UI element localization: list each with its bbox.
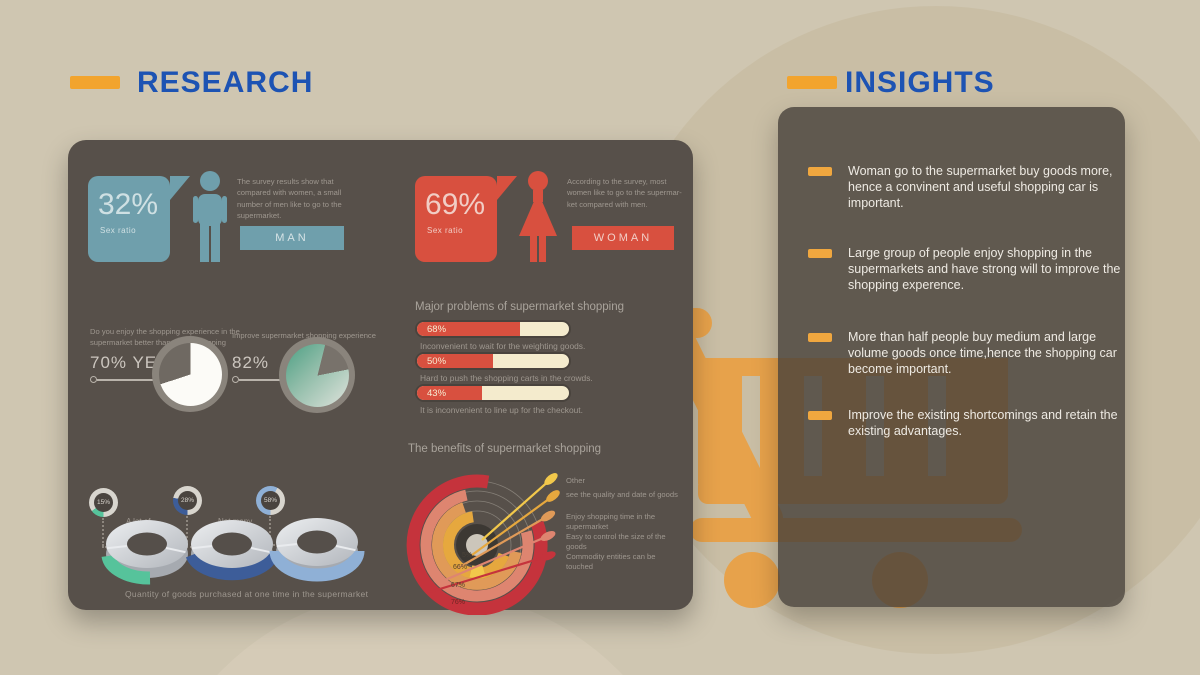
insight-bullet: Improve the existing shortcomings and re…: [808, 407, 1124, 439]
ring-percent: 5%: [462, 552, 472, 559]
benefits-legend-item: Easy to control the size of the goods: [566, 532, 666, 552]
bullet-dash-icon: [808, 249, 832, 258]
enjoy-pie-question: Do you enjoy the shopping experience in …: [90, 327, 240, 348]
insight-bullet: More than half people buy medium and lar…: [808, 329, 1124, 377]
problems-bar: 50%: [415, 352, 571, 370]
ring-percent: 76%: [451, 599, 465, 606]
bullet-dash-icon: [808, 333, 832, 342]
bar-percent: 68%: [427, 323, 447, 335]
legend-arrowheads: [540, 473, 560, 561]
woman-button: WOMAN: [572, 226, 674, 250]
man-description: The survey results show that compared wi…: [237, 177, 342, 221]
donut-badge: 58%: [256, 486, 285, 515]
bullet-text: Large group of people enjoy shopping in …: [848, 246, 1121, 292]
donut-3d-chart: [185, 520, 279, 581]
problems-bar: 68%: [415, 320, 571, 338]
woman-ratio-bubble: 69% Sex ratio: [415, 176, 517, 262]
benefits-radial-chart: 5% 66% 67% 76%: [406, 473, 560, 615]
benefits-title: The benefits of supermarket shopping: [408, 443, 602, 455]
benefits-legend-item: Other: [566, 476, 585, 485]
man-icon: [193, 171, 227, 262]
bar-label: It is inconvenient to line up for the ch…: [420, 405, 583, 415]
bar-label: Inconvenient to wait for the weighting g…: [420, 341, 586, 351]
man-ratio-bubble: 32% Sex ratio: [88, 176, 190, 262]
insight-bullet: Woman go to the supermarket buy goods mo…: [808, 163, 1124, 211]
man-button: MAN: [240, 226, 344, 250]
benefits-legend-item: Enjoy shopping time in the supermarket: [566, 512, 656, 532]
benefits-legend-item: see the quality and date of goods: [566, 490, 678, 499]
bullet-dash-icon: [808, 411, 832, 420]
woman-description: According to the survey, most women like…: [567, 177, 682, 209]
research-accent-dash: [70, 76, 120, 89]
research-panel: 32% Sex ratio The survey results show th…: [68, 140, 693, 615]
donut-badge: 28%: [173, 486, 202, 515]
donut-3d-chart: [269, 518, 365, 582]
woman-percent: 69%: [425, 188, 486, 221]
improve-pie-value: 82%: [232, 353, 270, 372]
improve-pie-chart: [279, 337, 355, 413]
enjoy-pie-chart: [152, 336, 228, 412]
bar-percent: 43%: [427, 387, 447, 399]
bar-label: Hard to push the shopping carts in the c…: [420, 373, 593, 383]
ring-percent: 67%: [451, 582, 465, 589]
bar-percent: 50%: [427, 355, 447, 367]
man-percent: 32%: [98, 188, 159, 221]
ring-percent: 66%: [453, 564, 467, 571]
insights-accent-dash: [787, 76, 837, 89]
badge-connector: [102, 518, 104, 546]
man-ratio-label: Sex ratio: [100, 226, 137, 235]
badge-connector: [186, 516, 188, 546]
bullet-text: More than half people buy medium and lar…: [848, 330, 1117, 376]
badge-percent: 58%: [261, 491, 280, 510]
insights-title: INSIGHTS: [845, 66, 995, 99]
improve-pie-lead-line: [232, 376, 304, 383]
badge-connector: [269, 516, 271, 544]
problems-bar: 43%: [415, 384, 571, 402]
quantity-caption: Quantity of goods purchased at one time …: [125, 589, 369, 599]
woman-icon: [519, 171, 557, 262]
enjoy-pie-lead-line: [90, 376, 190, 383]
enjoy-pie-value: 70% YES: [90, 353, 170, 372]
benefits-legend-item: Commodity entities can be touched: [566, 552, 656, 572]
research-title: RESEARCH: [137, 66, 314, 99]
bullet-text: Improve the existing shortcomings and re…: [848, 408, 1118, 438]
badge-percent: 28%: [178, 491, 197, 510]
bullet-dash-icon: [808, 167, 832, 176]
woman-ratio-label: Sex ratio: [427, 226, 464, 235]
insight-bullet: Large group of people enjoy shopping in …: [808, 245, 1124, 293]
badge-percent: 15%: [94, 493, 113, 512]
problems-title: Major problems of supermarket shopping: [415, 301, 625, 313]
insights-panel: Woman go to the supermarket buy goods mo…: [778, 107, 1125, 607]
donut-badge: 15%: [89, 488, 118, 517]
bullet-text: Woman go to the supermarket buy goods mo…: [848, 164, 1113, 210]
improve-pie-question: Improve supermarket shopping experience: [232, 331, 376, 340]
donut-3d-chart: [101, 520, 188, 585]
